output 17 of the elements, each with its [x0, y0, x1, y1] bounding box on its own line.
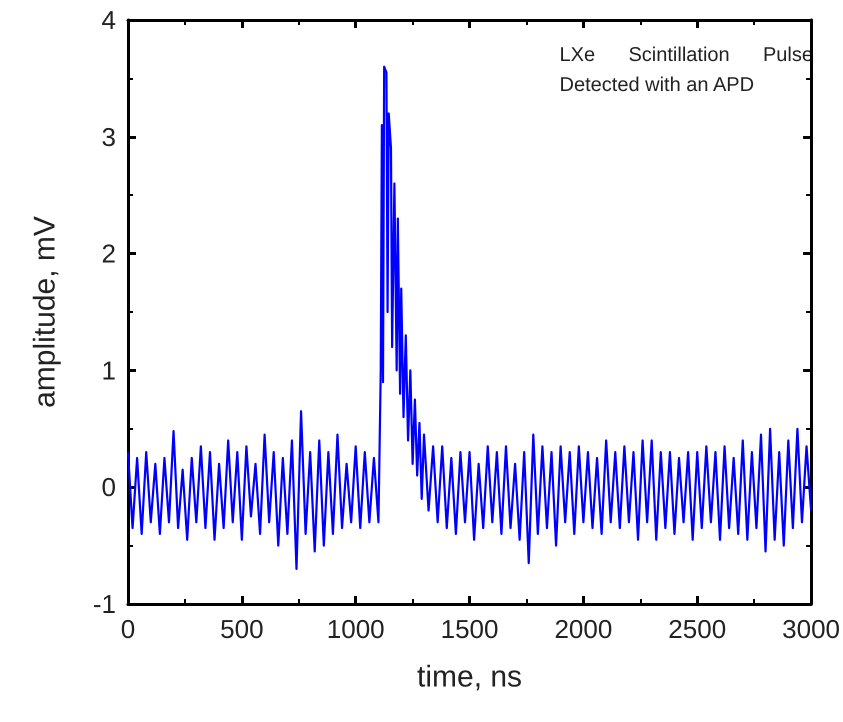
x-tick-label: 2500: [668, 614, 726, 644]
x-tick-label: 1000: [326, 614, 385, 644]
y-tick-label: 1: [102, 355, 116, 386]
x-tick-label: 1500: [440, 614, 498, 644]
y-tick-label: -1: [92, 589, 116, 619]
x-axis-title: time, ns: [417, 660, 522, 694]
y-tick-label: 0: [102, 472, 116, 502]
y-axis-title: amplitude, mV: [28, 216, 62, 408]
x-tick-label: 2000: [554, 614, 612, 644]
x-tick-label: 0: [120, 614, 136, 644]
x-tick-label: 500: [220, 614, 264, 644]
annotation: LXe Scintillation Pulse Detected with an APD: [560, 44, 814, 96]
y-tick-label: 2: [102, 238, 116, 269]
y-tick-label: 3: [102, 122, 116, 152]
line-series: [126, 66, 812, 570]
y-tick-label: 4: [102, 5, 116, 35]
x-tick-label: 3000: [782, 614, 840, 644]
